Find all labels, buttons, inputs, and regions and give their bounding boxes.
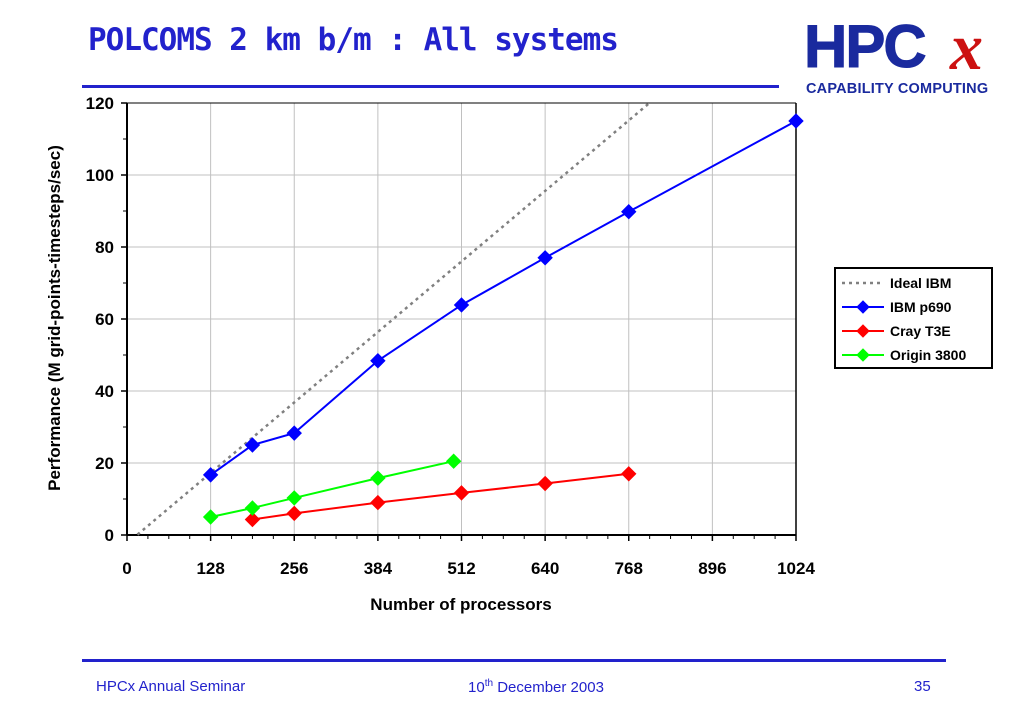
footer-date-day: 10 (468, 679, 485, 696)
logo-subtitle: CAPABILITY COMPUTING (806, 81, 989, 97)
series-line-ideal-ibm (136, 103, 652, 536)
data-point-cray-t3e (453, 485, 470, 501)
slide-title: POLCOMS 2 km b/m : All systems (88, 22, 619, 58)
y-tick-label: 20 (95, 454, 114, 473)
grid-lines (127, 102, 797, 535)
data-point-cray-t3e (621, 466, 637, 482)
series-markers (202, 113, 804, 528)
data-point-ibm-p690 (202, 467, 219, 483)
title-divider (82, 85, 779, 88)
data-point-origin-3800 (445, 453, 462, 469)
legend-marker-origin-3800 (856, 348, 870, 362)
data-point-origin-3800 (370, 470, 386, 486)
x-tick-label: 768 (615, 559, 643, 578)
x-axis-title: Number of processors (370, 595, 551, 614)
y-tick-label: 100 (86, 166, 114, 185)
x-tick-label: 0 (122, 559, 131, 578)
footer-date: 10th December 2003 (468, 678, 604, 696)
data-point-ibm-p690 (788, 113, 804, 129)
data-point-origin-3800 (202, 509, 219, 525)
x-tick-label: 384 (364, 559, 393, 578)
y-axis-title: Performance (M grid-points-timesteps/sec… (45, 145, 64, 491)
data-point-ibm-p690 (244, 437, 261, 453)
legend-marker-ibm-p690 (856, 300, 870, 314)
series-line-ibm-p690 (210, 120, 797, 476)
y-tick-label: 80 (95, 238, 114, 257)
axes (121, 102, 797, 541)
y-tick-label: 60 (95, 310, 114, 329)
footer-event: HPCx Annual Seminar (96, 678, 246, 695)
x-tick-label: 128 (196, 559, 224, 578)
y-tick-label: 40 (95, 382, 114, 401)
legend-items: Ideal IBM IBM p690 Cray T3E Origin 3800 (842, 275, 966, 363)
footer-date-suffix: th (484, 678, 494, 689)
x-tick-label: 1024 (777, 559, 815, 578)
data-point-cray-t3e (537, 475, 553, 492)
data-point-ibm-p690 (453, 297, 470, 313)
legend-label-ibm-p690: IBM p690 (890, 299, 952, 315)
slide-number: 35 (914, 678, 931, 695)
legend-label-origin-3800: Origin 3800 (890, 347, 966, 363)
data-point-ibm-p690 (286, 425, 302, 441)
x-tick-label: 896 (698, 559, 726, 578)
legend-marker-cray-t3e (856, 324, 870, 338)
data-point-cray-t3e (286, 505, 302, 522)
data-point-ibm-p690 (537, 250, 553, 266)
x-tick-label: 512 (447, 559, 475, 578)
logo-x-mark: x (950, 11, 983, 84)
footer-divider (82, 659, 946, 662)
y-tick-label: 120 (86, 94, 114, 113)
footer-date-rest: December 2003 (493, 679, 604, 696)
legend-label-ideal-ibm: Ideal IBM (890, 275, 951, 291)
legend-label-cray-t3e: Cray T3E (890, 323, 951, 339)
hpcx-logo: HPC x CAPABILITY COMPUTING (800, 11, 1012, 104)
x-tick-label: 640 (531, 559, 559, 578)
chart-legend: Ideal IBM IBM p690 Cray T3E Origin 3800 (834, 267, 993, 369)
y-tick-label: 0 (105, 526, 114, 545)
tick-labels: 0 128 256 384 512 640 768 896 1024 0 20 40 60 80 100 12… (86, 94, 816, 578)
data-point-ibm-p690 (621, 204, 637, 220)
data-point-ibm-p690 (370, 353, 386, 369)
data-point-cray-t3e (370, 494, 386, 511)
series-line-cray-t3e (252, 472, 629, 521)
data-point-origin-3800 (286, 490, 302, 506)
data-point-cray-t3e (244, 511, 261, 528)
data-point-origin-3800 (244, 500, 261, 516)
logo-wordmark: HPC (804, 13, 928, 80)
x-tick-label: 256 (280, 559, 308, 578)
